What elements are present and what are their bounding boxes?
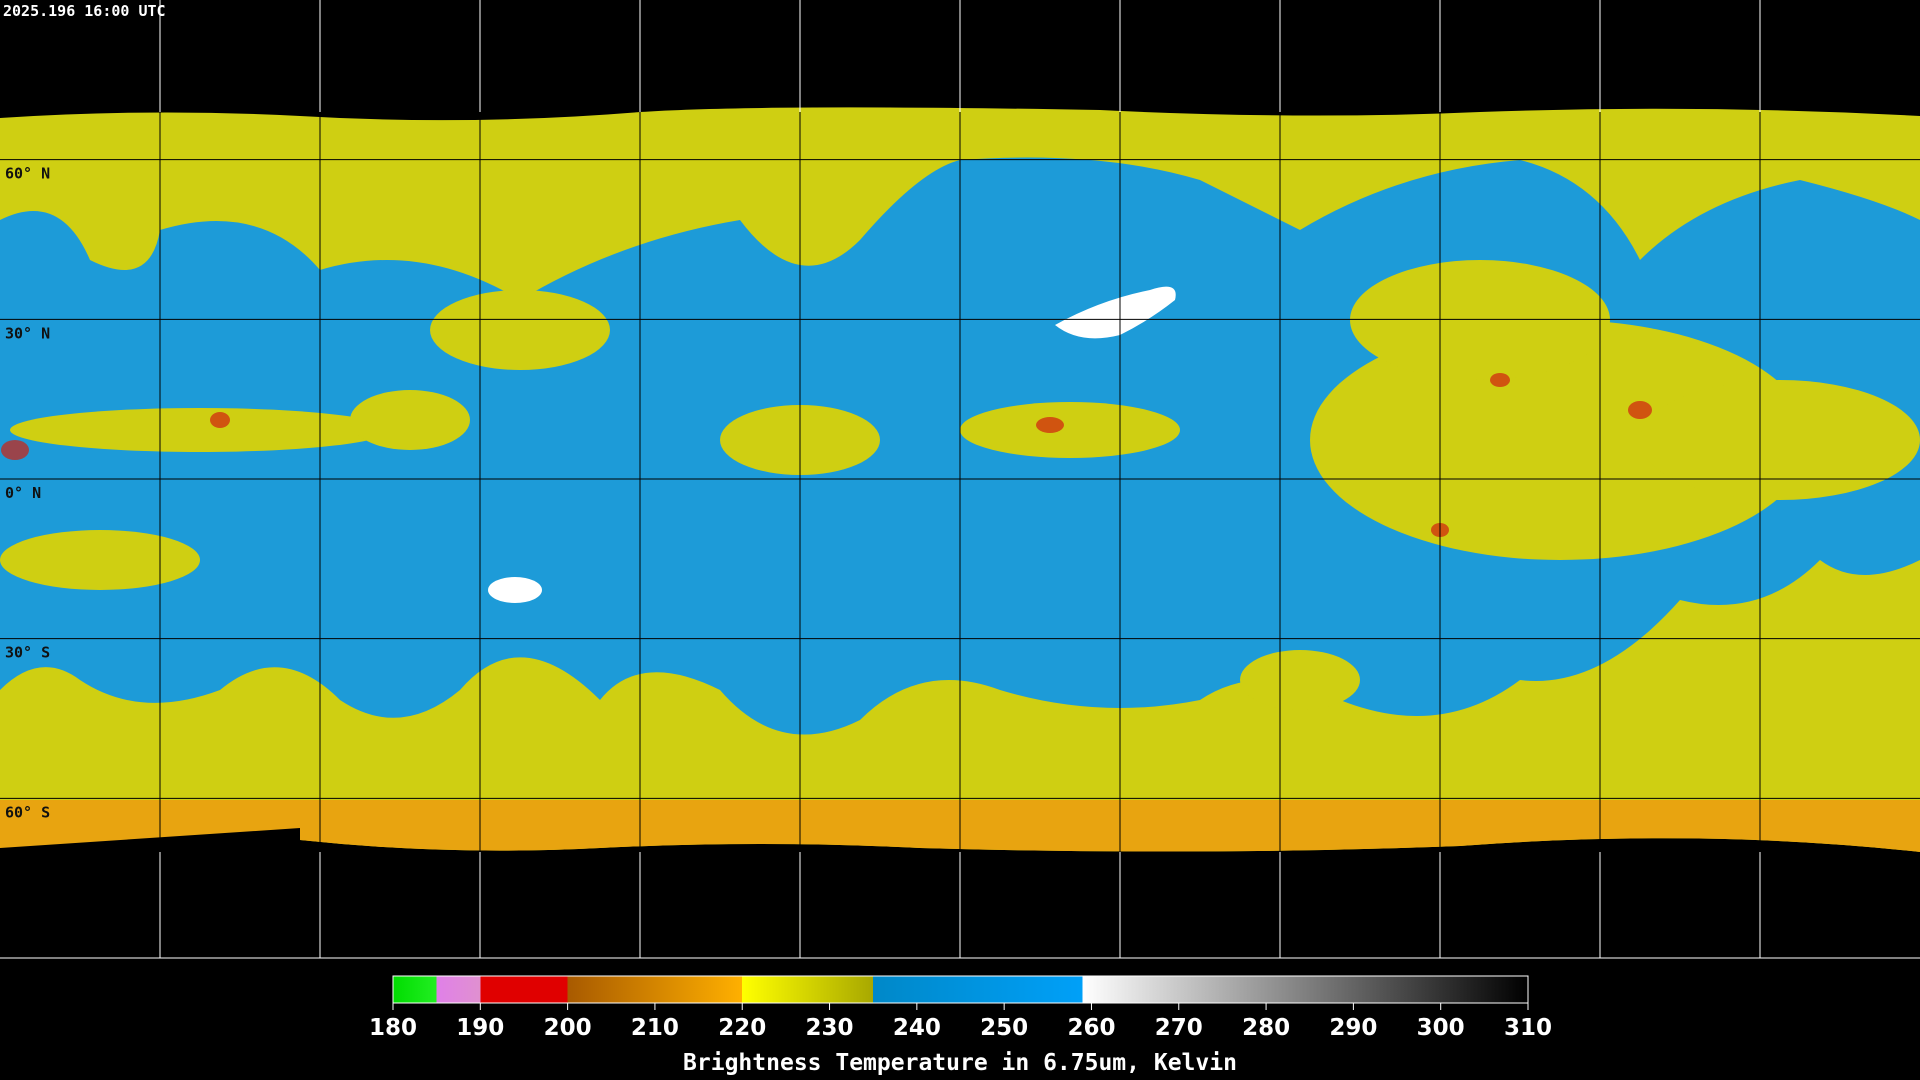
colorbar-tick-label: 230 [806, 1015, 854, 1041]
colorbar-tick-label: 240 [893, 1015, 941, 1041]
deep-convection [1, 373, 1652, 537]
colorbar-tick-label: 250 [980, 1015, 1028, 1041]
timestamp: 2025.196 16:00 UTC [3, 2, 166, 20]
colorbar-tick-label: 270 [1155, 1015, 1203, 1041]
latitude-label: 60° S [5, 803, 50, 821]
colorbar-tick-label: 290 [1329, 1015, 1377, 1041]
warm-spot [1055, 286, 1176, 339]
tropical-clouds [0, 260, 1920, 710]
latitude-label: 30° N [5, 324, 50, 342]
colorbar-tick-label: 300 [1417, 1015, 1465, 1041]
colorbar [392, 975, 1529, 1004]
latitude-label: 0° N [5, 484, 41, 502]
colorbar-tick-label: 190 [456, 1015, 504, 1041]
colorbar-tick-label: 220 [718, 1015, 766, 1041]
colorbar-tick-label: 180 [369, 1015, 417, 1041]
latitude-label: 60° N [5, 165, 50, 183]
colorbar-tick-label: 310 [1504, 1015, 1552, 1041]
colorbar-tick-label: 210 [631, 1015, 679, 1041]
warm-spot [488, 577, 542, 603]
colorbar-tick-label: 260 [1067, 1015, 1115, 1041]
colorbar-tick-label: 280 [1242, 1015, 1290, 1041]
latitude-label: 30° S [5, 644, 50, 662]
colorbar-title: Brightness Temperature in 6.75um, Kelvin [683, 1050, 1237, 1076]
colorbar-ticks: 180 190 200 210 220 230 240 250 260 270 280 290 300 3… [369, 1003, 1552, 1041]
colorbar-tick-label: 200 [544, 1015, 592, 1041]
graticule: 60° N 30° N 0° N 30° S 60° S [0, 0, 1920, 959]
